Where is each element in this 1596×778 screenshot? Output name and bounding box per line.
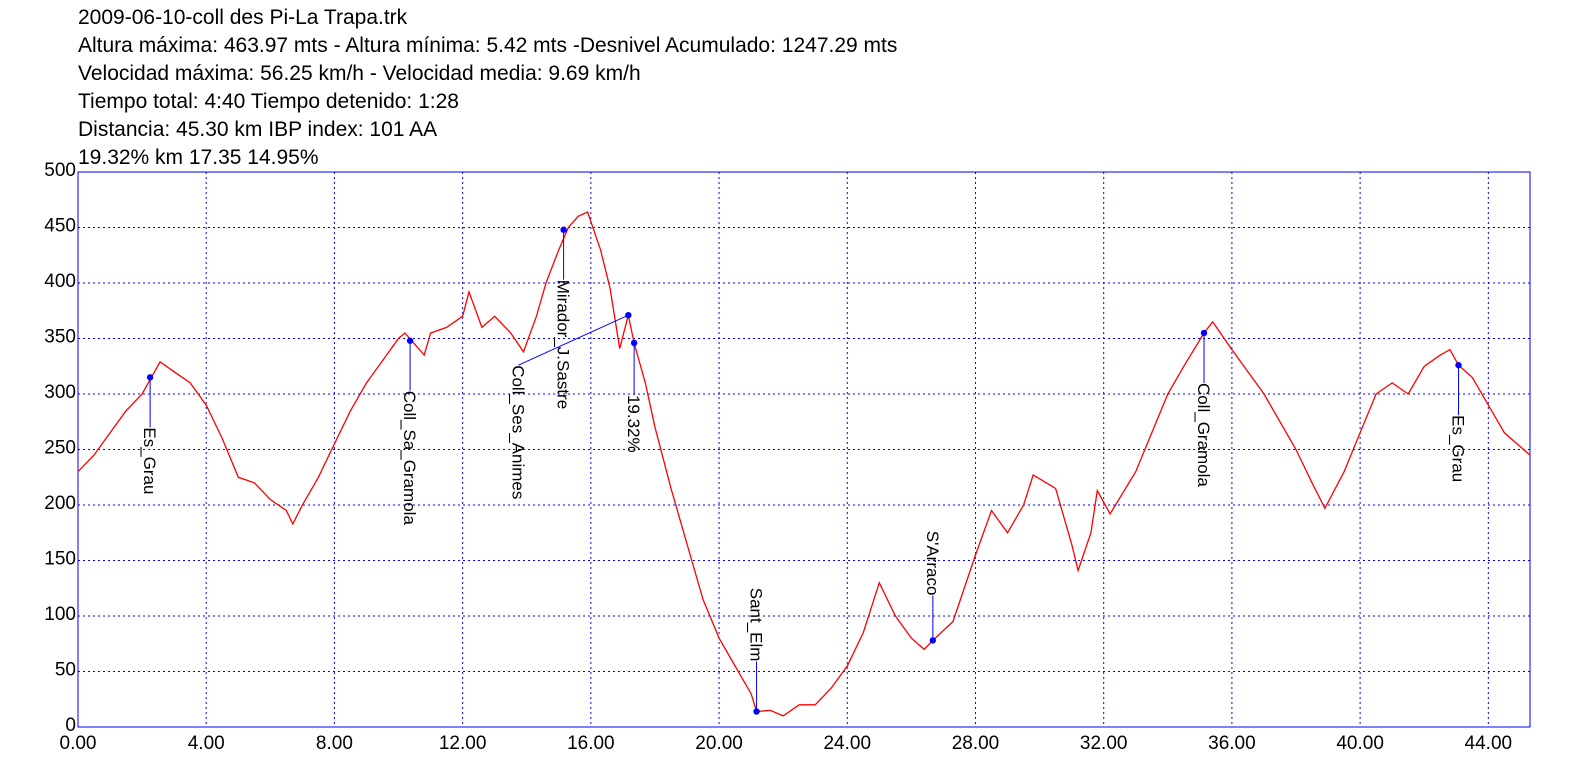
y-tick-label: 450 <box>44 216 76 237</box>
y-tick-label: 0 <box>65 715 76 736</box>
waypoint-marker <box>1200 329 1208 337</box>
info-line: 19.32% km 17.35 14.95% <box>78 146 319 169</box>
waypoint-connector <box>518 314 629 366</box>
y-tick-label: 200 <box>44 493 76 514</box>
waypoint-label: Es_Grau <box>1449 415 1468 482</box>
y-tick-label: 150 <box>44 549 76 570</box>
waypoint-label: Es_Grau <box>140 427 159 494</box>
y-tick-label: 100 <box>44 604 76 625</box>
waypoint-label: Coll_Ses_Animes <box>508 365 527 499</box>
x-tick-label: 20.00 <box>695 733 743 754</box>
waypoint-marker <box>753 708 760 715</box>
waypoint-marker <box>406 337 414 344</box>
y-tick-label: 250 <box>44 438 76 459</box>
x-tick-label: 32.00 <box>1080 733 1128 754</box>
x-tick-label: 24.00 <box>823 733 871 754</box>
info-line: Tiempo total: 4:40 Tiempo detenido: 1:28 <box>78 90 459 113</box>
waypoint-label: Sant_Elm <box>747 588 766 662</box>
waypoint-label: Coll_Sa_Gramola <box>400 391 419 526</box>
x-tick-label: 36.00 <box>1208 733 1256 754</box>
waypoint-label: 19.32% <box>624 395 643 453</box>
x-tick-label: 4.00 <box>188 733 225 754</box>
y-tick-label: 50 <box>55 660 76 681</box>
plot-frame <box>77 171 1531 728</box>
elevation-line <box>77 211 1531 717</box>
info-line: Velocidad máxima: 56.25 km/h - Velocidad… <box>78 62 641 85</box>
y-tick-label: 350 <box>44 327 76 348</box>
x-tick-label: 12.00 <box>439 733 487 754</box>
y-tick-label: 500 <box>44 160 76 181</box>
x-tick-label: 28.00 <box>952 733 1000 754</box>
waypoint-marker <box>1455 361 1462 369</box>
x-tick-label: 40.00 <box>1336 733 1384 754</box>
waypoint-marker <box>625 311 632 319</box>
waypoint-label: S'Arraco <box>923 531 942 596</box>
x-tick-label: 44.00 <box>1465 733 1513 754</box>
waypoint-marker <box>630 339 638 347</box>
x-tick-label: 0.00 <box>60 733 97 754</box>
x-tick-label: 8.00 <box>316 733 353 754</box>
waypoint-marker <box>560 226 567 233</box>
waypoint-label: Coll_Gramola <box>1194 383 1213 487</box>
info-line: Distancia: 45.30 km IBP index: 101 AA <box>78 118 437 141</box>
waypoint-marker <box>146 374 154 381</box>
y-tick-label: 400 <box>44 271 76 292</box>
chart-title: 2009-06-10-coll des Pi-La Trapa.trk <box>78 6 408 29</box>
info-line: Altura máxima: 463.97 mts - Altura mínim… <box>78 34 897 57</box>
x-tick-label: 16.00 <box>567 733 615 754</box>
y-tick-label: 300 <box>44 382 76 403</box>
waypoint-marker <box>929 637 937 644</box>
